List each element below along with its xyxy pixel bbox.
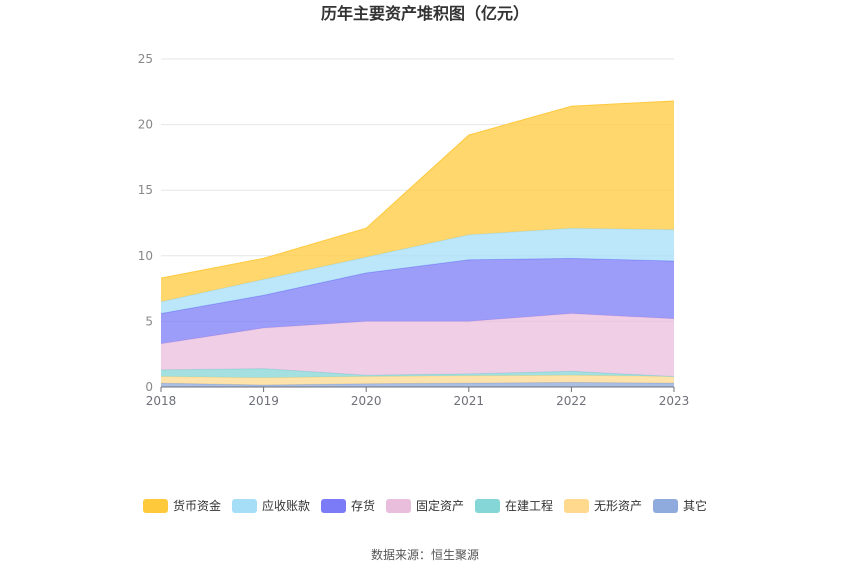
legend-label: 货币资金 <box>172 499 221 513</box>
x-tick-label: 2022 <box>556 394 587 408</box>
x-tick-label: 2021 <box>454 394 485 408</box>
legend-label: 其它 <box>683 499 708 513</box>
legend-label: 应收账款 <box>261 499 310 513</box>
y-tick-label: 10 <box>138 249 153 263</box>
area-其它 <box>161 382 674 387</box>
y-tick-label: 20 <box>138 118 153 132</box>
stacked-area-chart: 0 5 10 15 20 25 2018 2019 2020 2021 2022 2023 <box>138 52 690 408</box>
area-edge-货币资金 <box>160 100 675 279</box>
legend-label: 固定资产 <box>415 499 464 513</box>
x-tick-label: 2020 <box>351 394 382 408</box>
legend-swatch <box>231 498 257 513</box>
legend-item[interactable]: 货币资金 <box>142 497 221 514</box>
legend-label: 在建工程 <box>505 499 554 513</box>
legend-swatch <box>653 498 679 513</box>
data-source-note: 数据来源：恒生聚源 <box>370 548 479 562</box>
legend-item[interactable]: 存货 <box>320 497 375 514</box>
y-tick-label: 25 <box>138 52 153 66</box>
y-tick-label: 5 <box>145 314 153 328</box>
legend-swatch <box>320 498 346 513</box>
y-tick-label: 0 <box>145 380 153 394</box>
legend-swatch <box>475 498 500 513</box>
legend-item[interactable]: 应收账款 <box>231 497 310 514</box>
legend: 货币资金 应收账款 存货 固定资产 在建工程 无形资产 其它 <box>0 497 850 514</box>
x-tick-label: 2019 <box>248 394 279 408</box>
area-货币资金 <box>161 101 674 302</box>
area-在建工程 <box>161 368 674 378</box>
legend-swatch <box>385 498 411 513</box>
area-存货 <box>161 258 674 344</box>
legend-item[interactable]: 固定资产 <box>385 497 464 514</box>
area-应收账款 <box>161 228 674 314</box>
legend-item[interactable]: 在建工程 <box>475 497 553 514</box>
y-tick-label: 15 <box>138 183 153 197</box>
legend-item[interactable]: 其它 <box>653 497 707 514</box>
legend-swatch <box>142 498 168 513</box>
legend-swatch <box>564 498 590 513</box>
legend-item[interactable]: 无形资产 <box>564 497 642 514</box>
legend-label: 无形资产 <box>594 499 643 513</box>
x-tick-label: 2018 <box>146 394 177 408</box>
x-tick-label: 2023 <box>659 394 690 408</box>
axes: 0 5 10 15 20 25 2018 2019 2020 2021 2022 2023 <box>138 52 690 408</box>
chart-title: 历年主要资产堆积图（亿元） <box>320 4 529 23</box>
area-固定资产 <box>161 313 674 377</box>
legend-label: 存货 <box>350 499 375 513</box>
area-series <box>160 100 675 387</box>
